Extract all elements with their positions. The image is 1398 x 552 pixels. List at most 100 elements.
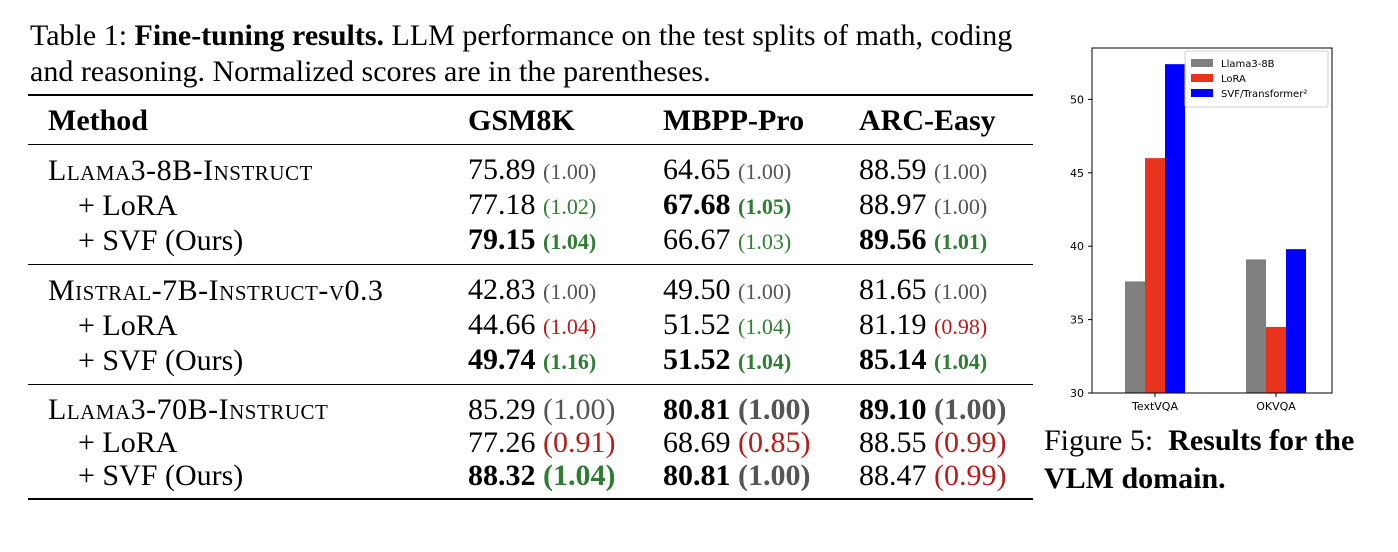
normalized-score: (1.00) xyxy=(934,279,988,304)
score-cell: 85.29 (1.00) xyxy=(468,385,663,426)
score-value: 67.68 xyxy=(663,188,731,221)
table-row: + SVF (Ours) 79.15 (1.04) 66.67 (1.03) 89.5… xyxy=(28,223,1033,265)
method-variant: + LoRA xyxy=(78,189,178,222)
score-value: 51.52 xyxy=(663,343,731,376)
normalized-score: (1.04) xyxy=(934,349,988,374)
score-cell: 88.59 (1.00) xyxy=(859,145,1033,189)
figure-caption-label: Figure 5: xyxy=(1044,424,1154,457)
normalized-score: (1.00) xyxy=(934,194,988,219)
score-value: 75.89 xyxy=(468,153,536,186)
score-cell: 51.52 (1.04) xyxy=(663,308,859,343)
score-cell: 80.81 (1.00) xyxy=(663,459,859,500)
score-cell: 42.83 (1.00) xyxy=(468,265,663,309)
score-value: 80.81 xyxy=(663,393,731,426)
results-table: Method GSM8K MBPP-Pro ARC-Easy Llama3-8B… xyxy=(28,94,1033,500)
figure-caption: Figure 5: Results for the VLM domain. xyxy=(1044,422,1364,498)
normalized-score: (1.00) xyxy=(934,393,1007,426)
score-value: 79.15 xyxy=(468,223,536,256)
score-cell: 88.55 (0.99) xyxy=(859,426,1033,459)
score-cell: 64.65 (1.00) xyxy=(663,145,859,189)
table-caption-title: Fine-tuning results. xyxy=(134,19,385,52)
score-value: 77.18 xyxy=(468,188,536,221)
method-variant: + SVF (Ours) xyxy=(28,459,468,500)
method-variant: + SVF (Ours) xyxy=(28,343,468,385)
model-name: Llama3-8B-Instruct xyxy=(48,154,313,187)
legend-label: LoRA xyxy=(1221,74,1246,85)
score-value: 88.97 xyxy=(859,188,927,221)
score-cell: 68.69 (0.85) xyxy=(663,426,859,459)
plot-frame xyxy=(1091,47,1333,394)
bar xyxy=(1246,259,1266,393)
legend-swatch xyxy=(1191,89,1213,97)
y-tick-label: 35 xyxy=(1070,314,1084,327)
normalized-score: (1.00) xyxy=(738,159,792,184)
score-cell: 77.18 (1.02) xyxy=(468,188,663,223)
table-row: + LoRA 77.18 (1.02) 67.68 (1.05) 88.97 (1.0… xyxy=(28,188,1033,223)
bar xyxy=(1145,158,1165,393)
normalized-score: (1.04) xyxy=(543,229,597,254)
table-caption-label: Table 1: xyxy=(30,19,128,52)
normalized-score: (1.04) xyxy=(543,459,616,492)
x-tick-label: TextVQA xyxy=(1131,400,1178,413)
normalized-score: (1.00) xyxy=(543,279,597,304)
score-cell: 88.97 (1.00) xyxy=(859,188,1033,223)
score-value: 85.29 xyxy=(468,393,536,426)
method-variant: + SVF (Ours) xyxy=(28,223,468,265)
score-cell: 77.26 (0.91) xyxy=(468,426,663,459)
bar xyxy=(1125,281,1145,393)
score-cell: 80.81 (1.00) xyxy=(663,385,859,426)
x-tick-label: OKVQA xyxy=(1256,400,1296,413)
legend-label: SVF/Transformer² xyxy=(1221,89,1307,100)
method-variant: + LoRA xyxy=(78,309,178,342)
score-value: 77.26 xyxy=(468,426,536,459)
bar xyxy=(1286,249,1306,393)
score-value: 66.67 xyxy=(663,223,731,256)
model-name: Mistral-7B-Instruct-v0.3 xyxy=(48,274,384,307)
table-row: Mistral-7B-Instruct-v0.3 42.83 (1.00) 49.5… xyxy=(28,265,1033,309)
table-caption-text: LLM performance on the test splits of ma… xyxy=(30,19,1013,88)
table-body: Llama3-8B-Instruct 75.89 (1.00) 64.65 (1.0… xyxy=(28,145,1033,500)
score-value: 88.55 xyxy=(859,426,927,459)
figure-5: 30 35 40 45 50 TextVQA OKVQA Llama3-8B LoRA SVF/T… xyxy=(1040,30,1390,540)
score-value: 81.19 xyxy=(859,308,927,341)
score-value: 49.74 xyxy=(468,343,536,376)
table-1: Table 1: Fine-tuning results. LLM perfor… xyxy=(28,18,1033,500)
score-cell: 49.50 (1.00) xyxy=(663,265,859,309)
normalized-score: (1.00) xyxy=(934,159,988,184)
normalized-score: (1.00) xyxy=(738,393,811,426)
normalized-score: (1.03) xyxy=(738,229,792,254)
table-row: + SVF (Ours) 49.74 (1.16) 51.52 (1.04) 85.1… xyxy=(28,343,1033,385)
score-value: 51.52 xyxy=(663,308,731,341)
score-cell: 51.52 (1.04) xyxy=(663,343,859,385)
score-cell: 85.14 (1.04) xyxy=(859,343,1033,385)
score-value: 89.56 xyxy=(859,223,927,256)
score-value: 88.59 xyxy=(859,153,927,186)
y-tick-label: 45 xyxy=(1070,167,1084,180)
score-cell: 79.15 (1.04) xyxy=(468,223,663,265)
method-variant: + LoRA xyxy=(78,426,178,459)
bar xyxy=(1266,326,1286,393)
score-value: 88.32 xyxy=(468,459,536,492)
normalized-score: (1.00) xyxy=(543,393,616,426)
y-tick-label: 50 xyxy=(1070,93,1084,106)
table-row: + LoRA 44.66 (1.04) 51.52 (1.04) 81.19 (0.9… xyxy=(28,308,1033,343)
score-value: 89.10 xyxy=(859,393,927,426)
normalized-score: (1.04) xyxy=(738,349,792,374)
table-caption: Table 1: Fine-tuning results. LLM perfor… xyxy=(30,18,1033,90)
table-header-row: Method GSM8K MBPP-Pro ARC-Easy xyxy=(28,94,1033,145)
normalized-score: (1.02) xyxy=(543,194,597,219)
normalized-score: (1.05) xyxy=(738,194,792,219)
normalized-score: (0.99) xyxy=(934,459,1007,492)
legend-swatch xyxy=(1191,74,1213,82)
table-row: Llama3-8B-Instruct 75.89 (1.00) 64.65 (1.0… xyxy=(28,145,1033,189)
score-cell: 81.19 (0.98) xyxy=(859,308,1033,343)
normalized-score: (0.91) xyxy=(543,426,616,459)
normalized-score: (0.99) xyxy=(934,426,1007,459)
score-value: 85.14 xyxy=(859,343,927,376)
legend-box xyxy=(1184,50,1329,108)
normalized-score: (1.00) xyxy=(738,459,811,492)
table-row: + LoRA 77.26 (0.91) 68.69 (0.85) 88.55 (0.9… xyxy=(28,426,1033,459)
figure-caption-title: Results for the VLM domain. xyxy=(1044,424,1355,495)
bar xyxy=(1165,64,1185,394)
header-arc-easy: ARC-Easy xyxy=(859,94,1033,145)
